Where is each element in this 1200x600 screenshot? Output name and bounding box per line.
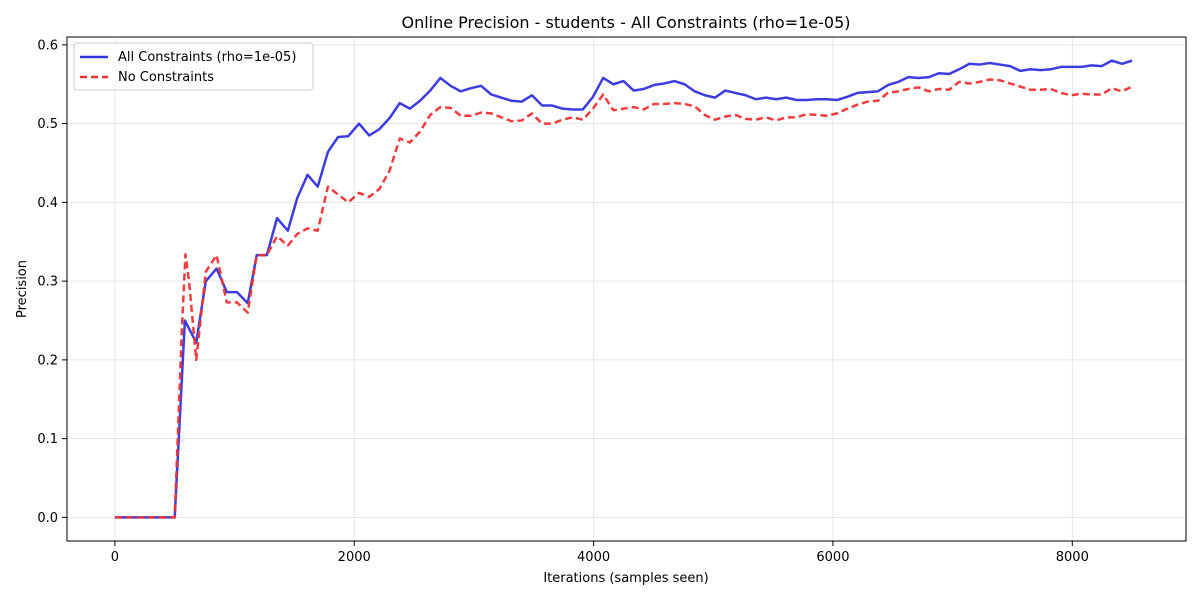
y-axis-ticks: 0.0 0.1 0.2 0.3 0.4 0.5 0.6	[37, 38, 67, 526]
y-tick-label: 0.3	[37, 275, 58, 290]
y-tick-label: 0.4	[37, 196, 58, 211]
chart-title: Online Precision - students - All Constr…	[401, 13, 850, 32]
series-layer	[114, 59, 1133, 519]
y-tick-label: 0.2	[37, 353, 58, 368]
x-axis-ticks: 0 2000 4000 6000 8000	[111, 541, 1089, 565]
x-tick-label: 8000	[1056, 550, 1089, 565]
plot-frame	[66, 36, 1187, 542]
y-tick-label: 0.0	[37, 511, 58, 526]
x-axis-label: Iterations (samples seen)	[543, 571, 708, 586]
series-line-no-constraints	[114, 78, 1133, 519]
x-tick-label: 4000	[577, 550, 610, 565]
legend: All Constraints (rho=1e-05) No Constrain…	[73, 42, 314, 91]
series-line-all-constraints	[114, 59, 1133, 519]
legend-label-no-constraints: No Constraints	[118, 70, 214, 85]
x-tick-label: 6000	[816, 550, 849, 565]
y-tick-label: 0.1	[37, 432, 58, 447]
y-tick-label: 0.6	[37, 38, 58, 53]
x-tick-label: 2000	[338, 550, 371, 565]
x-tick-label: 0	[111, 550, 119, 565]
legend-box	[73, 42, 314, 91]
y-axis-label: Precision	[15, 260, 30, 318]
y-tick-label: 0.5	[37, 117, 58, 132]
legend-label-all-constraints: All Constraints (rho=1e-05)	[118, 50, 296, 65]
